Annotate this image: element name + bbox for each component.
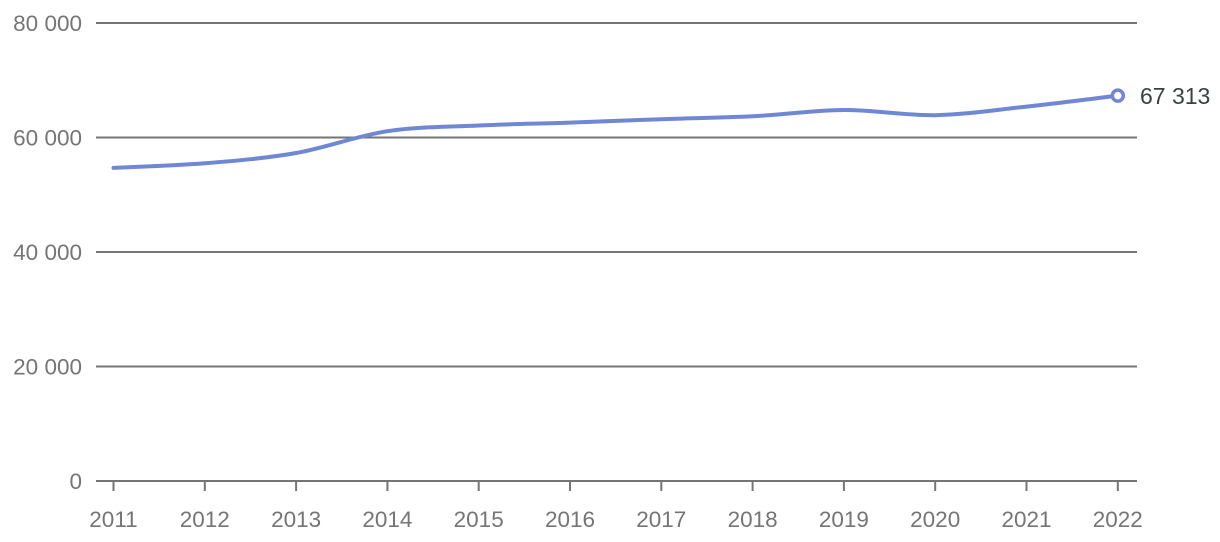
x-axis-tick-label: 2020 [910,507,960,532]
data-line-series [111,93,1120,170]
x-axis-tick-label: 2015 [454,507,504,532]
x-axis-tick-label: 2016 [545,507,595,532]
x-axis-tick-label: 2014 [362,507,412,532]
x-axis-tick-label: 2018 [728,507,778,532]
y-axis-tick-label: 80 000 [13,11,82,36]
x-axis-tick-label: 2012 [180,507,230,532]
x-axis-tick-label: 2019 [819,507,869,532]
x-axis-tick-label: 2021 [1001,507,1051,532]
end-point-marker [1110,88,1126,103]
y-axis-tick-label: 40 000 [13,240,82,265]
y-axis-tick-label: 0 [69,469,82,494]
end-point-value-label: 67 313 [1140,83,1210,109]
x-axis-tick-label: 2013 [271,507,321,532]
x-axis-tick-label: 2011 [89,507,137,532]
x-axis-tick-label: 2022 [1093,507,1143,532]
y-axis-tick-label: 20 000 [13,355,82,380]
x-axis-tick-label: 2017 [636,507,686,532]
y-axis-tick-label: 60 000 [13,126,82,151]
